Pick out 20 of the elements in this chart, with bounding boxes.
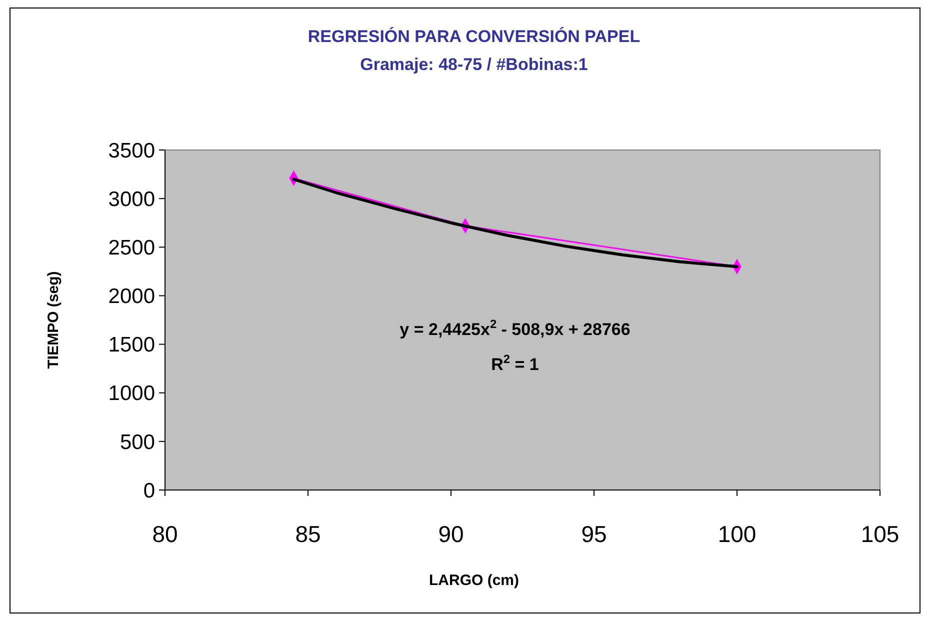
chart-title: REGRESIÓN PARA CONVERSIÓN PAPEL bbox=[308, 26, 640, 46]
y-tick-label: 500 bbox=[120, 430, 155, 454]
x-tick-label: 80 bbox=[152, 521, 178, 547]
x-tick-label: 105 bbox=[860, 521, 900, 547]
x-tick-label: 90 bbox=[438, 521, 464, 547]
annotation: R$^{2}$ = 1 bbox=[491, 352, 539, 374]
x-tick-label: 100 bbox=[718, 521, 756, 547]
y-tick-label: 3000 bbox=[108, 188, 155, 211]
y-tick-label: 2500 bbox=[108, 236, 155, 260]
y-tick-label: 3500 bbox=[108, 139, 155, 162]
x-axis-title: LARGO (cm) bbox=[429, 572, 520, 589]
y-tick-label: 1500 bbox=[108, 334, 155, 357]
y-tick-label: 0 bbox=[143, 479, 155, 502]
y-tick-label: 2000 bbox=[108, 285, 155, 308]
x-tick-label: 95 bbox=[581, 521, 607, 547]
y-tick-label: 1000 bbox=[108, 382, 155, 406]
annotation: y = 2,4425x$^{2}$ - 508,9x + 28766 bbox=[400, 317, 630, 339]
y-axis-title: TIEMPO (seg) bbox=[45, 271, 62, 369]
x-tick-label: 85 bbox=[295, 521, 321, 547]
chart-subtitle: Gramaje: 48-75 / #Bobinas:1 bbox=[360, 55, 588, 74]
